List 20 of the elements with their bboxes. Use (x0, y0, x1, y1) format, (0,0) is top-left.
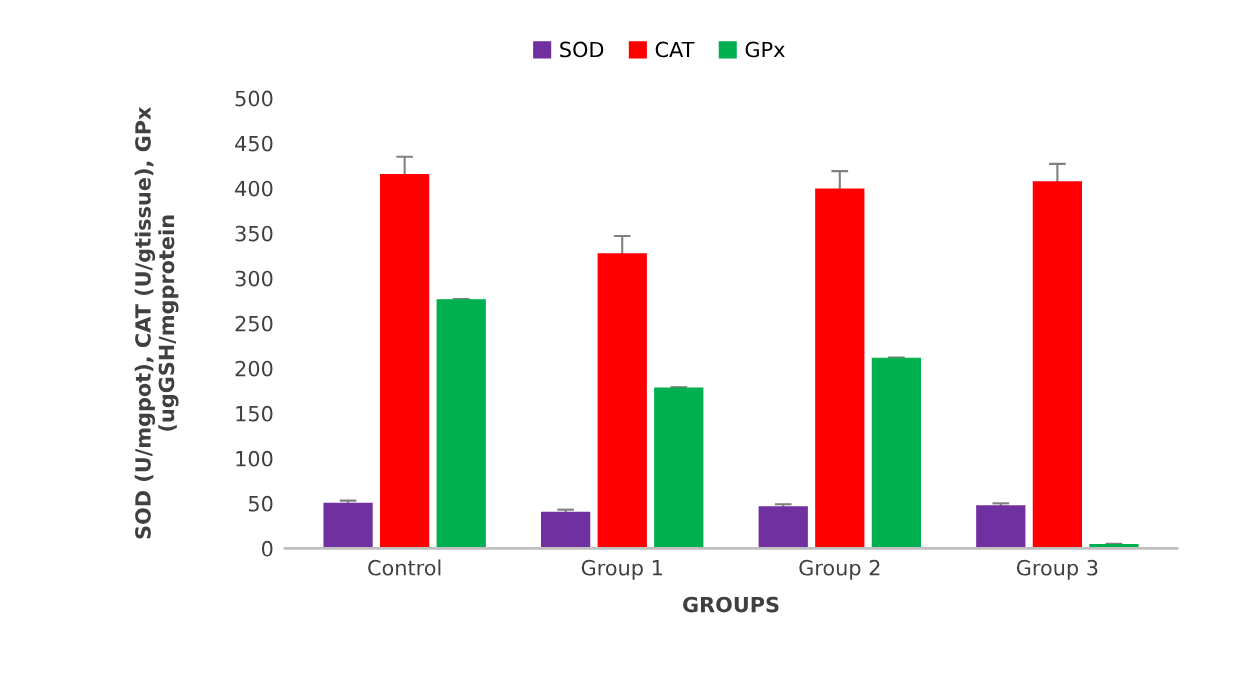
x-tick-label: Group 3 (1016, 559, 1098, 580)
y-tick-label: 50 (248, 495, 273, 512)
y-tick-label: 250 (235, 315, 273, 332)
y-tick-label: 400 (235, 180, 273, 197)
y-tick-label: 150 (236, 405, 273, 422)
legend-label: GPx (745, 41, 785, 58)
y-tick-label: 300 (235, 270, 273, 287)
x-tick-label: Group 2 (799, 559, 880, 580)
y-tick-label: 350 (235, 225, 273, 242)
y-tick-label: 500 (235, 90, 273, 107)
x-tick-label: Group 1 (581, 559, 662, 580)
legend-label: SOD (560, 41, 604, 58)
x-axis-title: GROUPS (683, 596, 779, 613)
y-tick-label: 450 (235, 135, 273, 152)
y-tick-label: 0 (261, 540, 273, 557)
y-tick-label: 200 (235, 360, 273, 377)
legend-label: CAT (655, 41, 695, 58)
y-tick-label: 100 (236, 450, 273, 467)
x-tick-label: Control (368, 559, 441, 576)
y-axis-title: SOD (U/mgpot), CAT (U/gtissue), GPx (ugGSH/mgprotein (134, 106, 179, 539)
